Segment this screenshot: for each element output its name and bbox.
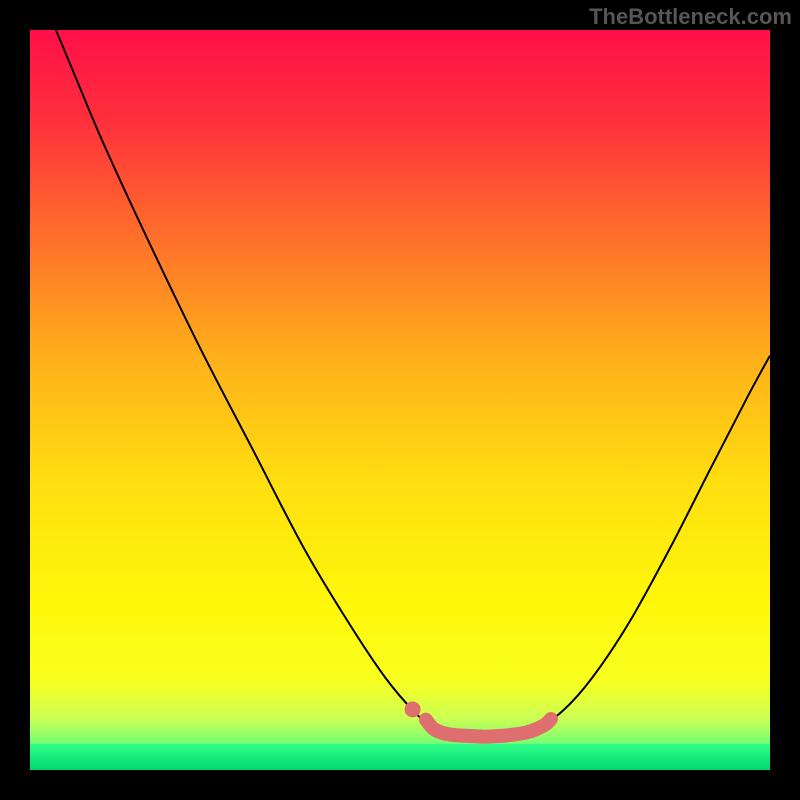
bottleneck-curve [56,30,770,735]
highlight-region [426,719,551,737]
chart-root: TheBottleneck.com [0,0,800,800]
curve-layer [30,30,770,770]
plot-area [30,30,770,770]
watermark-text: TheBottleneck.com [589,4,792,30]
highlight-dot [405,701,421,717]
